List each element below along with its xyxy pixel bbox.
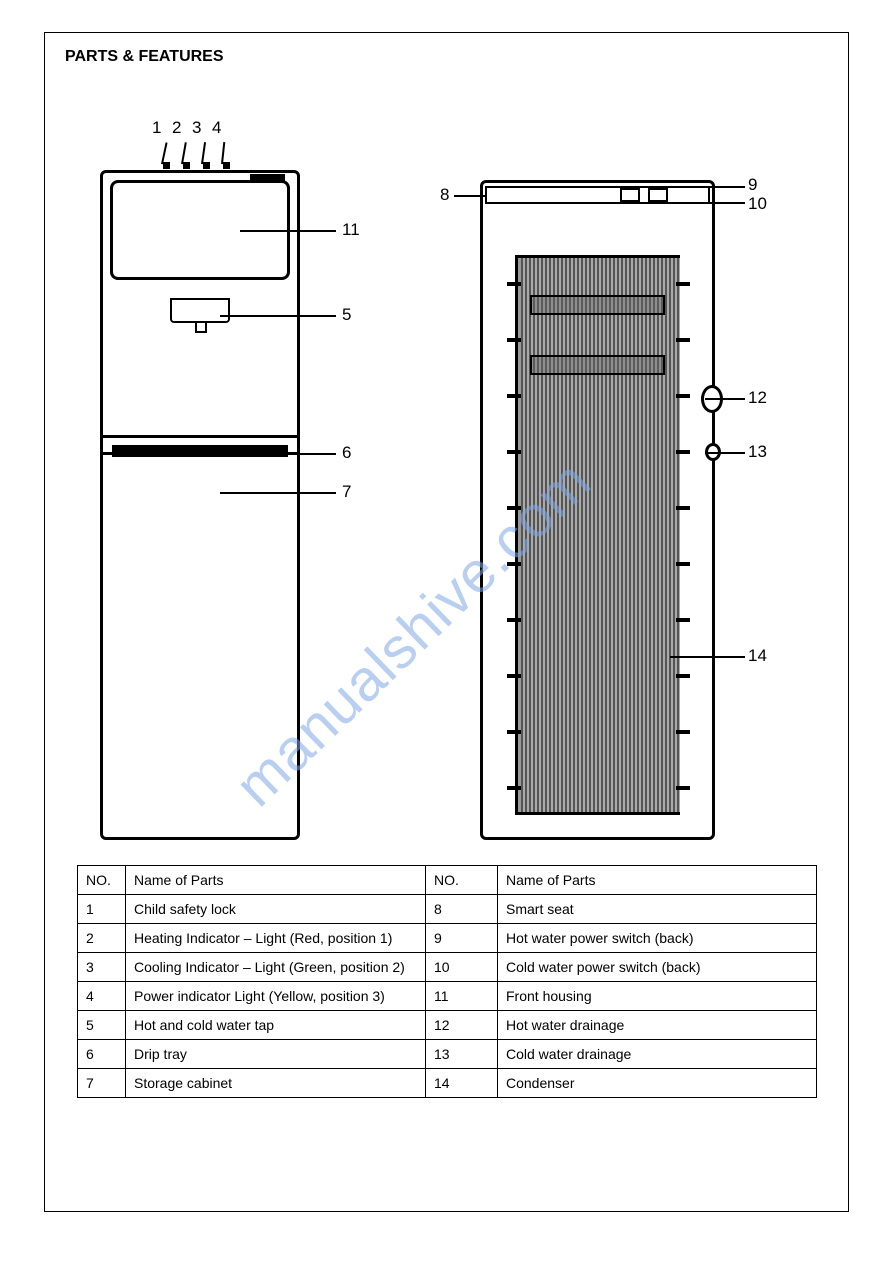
indicator-line-3 — [201, 142, 206, 164]
front-view-diagram: 1 2 3 4 11 5 6 7 — [100, 140, 300, 840]
indicator-line-1 — [161, 142, 167, 164]
cell: 5 — [78, 1011, 126, 1040]
cell: Storage cabinet — [126, 1069, 426, 1098]
indicator-line-4 — [221, 142, 225, 164]
callout-3: 3 — [192, 118, 201, 138]
cell: Heating Indicator – Light (Red, position… — [126, 924, 426, 953]
table-row: 2 Heating Indicator – Light (Red, positi… — [78, 924, 817, 953]
indicator-dot-1 — [163, 162, 170, 169]
section-title: PARTS & FEATURES — [65, 48, 224, 66]
lead-14 — [670, 656, 745, 658]
front-dispenser — [170, 298, 230, 323]
coil-lines — [521, 258, 680, 812]
callout-14: 14 — [748, 646, 767, 666]
cell: 7 — [78, 1069, 126, 1098]
rear-top-panel — [485, 186, 710, 204]
callout-8: 8 — [440, 185, 449, 205]
cell: 14 — [426, 1069, 498, 1098]
cell: Smart seat — [498, 895, 817, 924]
th-name-2: Name of Parts — [498, 866, 817, 895]
lead-13 — [705, 452, 745, 454]
front-drip-tray — [112, 445, 288, 457]
callout-12: 12 — [748, 388, 767, 408]
rear-bracket-2 — [530, 355, 665, 375]
indicator-dot-2 — [183, 162, 190, 169]
table-row: 1 Child safety lock 8 Smart seat — [78, 895, 817, 924]
cell: 11 — [426, 982, 498, 1011]
coil-bends-right — [676, 258, 690, 814]
callout-6: 6 — [342, 443, 351, 463]
cell: Condenser — [498, 1069, 817, 1098]
cell: Power indicator Light (Yellow, position … — [126, 982, 426, 1011]
cell: 1 — [78, 895, 126, 924]
diagrams-container: 1 2 3 4 11 5 6 7 8 — [0, 120, 893, 850]
cell: 2 — [78, 924, 126, 953]
cell: 3 — [78, 953, 126, 982]
callout-2: 2 — [172, 118, 181, 138]
lead-7 — [220, 492, 336, 494]
lead-5 — [220, 315, 336, 317]
rear-switch-2 — [648, 188, 668, 202]
cell: 10 — [426, 953, 498, 982]
table-row: 7 Storage cabinet 14 Condenser — [78, 1069, 817, 1098]
cell: Hot and cold water tap — [126, 1011, 426, 1040]
cell: 6 — [78, 1040, 126, 1069]
cell: 4 — [78, 982, 126, 1011]
lead-6 — [250, 453, 336, 455]
cell: Front housing — [498, 982, 817, 1011]
cell: Drip tray — [126, 1040, 426, 1069]
callout-11: 11 — [342, 220, 360, 240]
th-no-1: NO. — [78, 866, 126, 895]
indicator-dot-4 — [223, 162, 230, 169]
indicator-line-2 — [181, 142, 186, 164]
lead-10 — [695, 202, 745, 204]
cell: Cold water power switch (back) — [498, 953, 817, 982]
cell: Cold water drainage — [498, 1040, 817, 1069]
cell: 13 — [426, 1040, 498, 1069]
callout-13: 13 — [748, 442, 767, 462]
callout-7: 7 — [342, 482, 351, 502]
rear-bracket-1 — [530, 295, 665, 315]
rear-coil — [515, 255, 680, 815]
callout-9: 9 — [748, 175, 757, 195]
callout-5: 5 — [342, 305, 351, 325]
th-no-2: NO. — [426, 866, 498, 895]
cell: 9 — [426, 924, 498, 953]
cell: Cooling Indicator – Light (Green, positi… — [126, 953, 426, 982]
coil-bends-left — [507, 258, 521, 814]
top-indicators — [155, 140, 295, 170]
lead-12 — [705, 398, 745, 400]
parts-table: NO. Name of Parts NO. Name of Parts 1 Ch… — [77, 865, 817, 1098]
cell: 12 — [426, 1011, 498, 1040]
lead-11 — [240, 230, 336, 232]
lead-9 — [695, 186, 745, 188]
cell: Hot water power switch (back) — [498, 924, 817, 953]
callout-10: 10 — [748, 194, 767, 214]
callout-4: 4 — [212, 118, 221, 138]
callout-1: 1 — [152, 118, 161, 138]
th-name-1: Name of Parts — [126, 866, 426, 895]
cell: Hot water drainage — [498, 1011, 817, 1040]
cell: Child safety lock — [126, 895, 426, 924]
table-header-row: NO. Name of Parts NO. Name of Parts — [78, 866, 817, 895]
rear-switch-1 — [620, 188, 640, 202]
cell: 8 — [426, 895, 498, 924]
indicator-dot-3 — [203, 162, 210, 169]
table-row: 3 Cooling Indicator – Light (Green, posi… — [78, 953, 817, 982]
lead-8 — [454, 195, 486, 197]
table-row: 6 Drip tray 13 Cold water drainage — [78, 1040, 817, 1069]
rear-view-diagram: 8 9 10 12 13 14 — [480, 180, 715, 860]
table-row: 5 Hot and cold water tap 12 Hot water dr… — [78, 1011, 817, 1040]
front-nozzle — [195, 323, 207, 333]
table-row: 4 Power indicator Light (Yellow, positio… — [78, 982, 817, 1011]
